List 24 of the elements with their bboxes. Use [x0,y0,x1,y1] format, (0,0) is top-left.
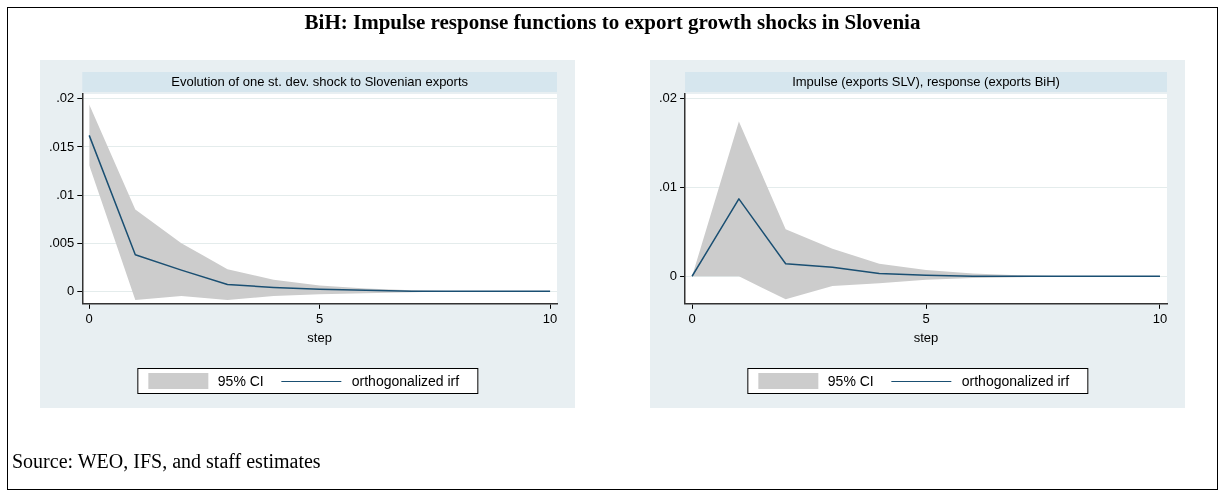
x-tick-label: 0 [85,311,93,327]
y-tick-label: .015 [48,138,75,154]
y-tick-label: 0 [67,282,75,298]
y-tick-label: .02 [658,90,678,106]
y-tick-label: 0 [669,267,678,283]
legend-label: orthogonalized irf [351,373,460,389]
x-tick-label: 10 [542,311,558,327]
y-tick-label: .02 [56,90,75,106]
text: 95% CI [827,373,874,389]
x-tick-label: 5 [922,311,930,327]
y-tick-label: .01 [658,178,678,194]
chart-subtitle: Evolution of one st. dev. shock to Slovenian exports [171,73,469,89]
x-axis-title: step [913,329,939,345]
y-tick-label: .005 [48,234,75,250]
x-axis-title: step [307,329,332,345]
chart-subtitle: Impulse (exports SLV), response (exports BiH) [792,73,1060,89]
text: BiH: Impulse response functions to export growth shocks in Slovenia [303,10,922,35]
y-tick-label: .01 [56,186,75,202]
source-note: Source: WEO, IFS, and staff estimates [12,450,321,473]
x-tick-label: 10 [1152,311,1168,327]
text: 95% CI [217,373,264,389]
legend-label: orthogonalized irf [961,373,1070,389]
x-tick-label: 0 [688,311,696,327]
x-tick-label: 5 [316,311,324,327]
